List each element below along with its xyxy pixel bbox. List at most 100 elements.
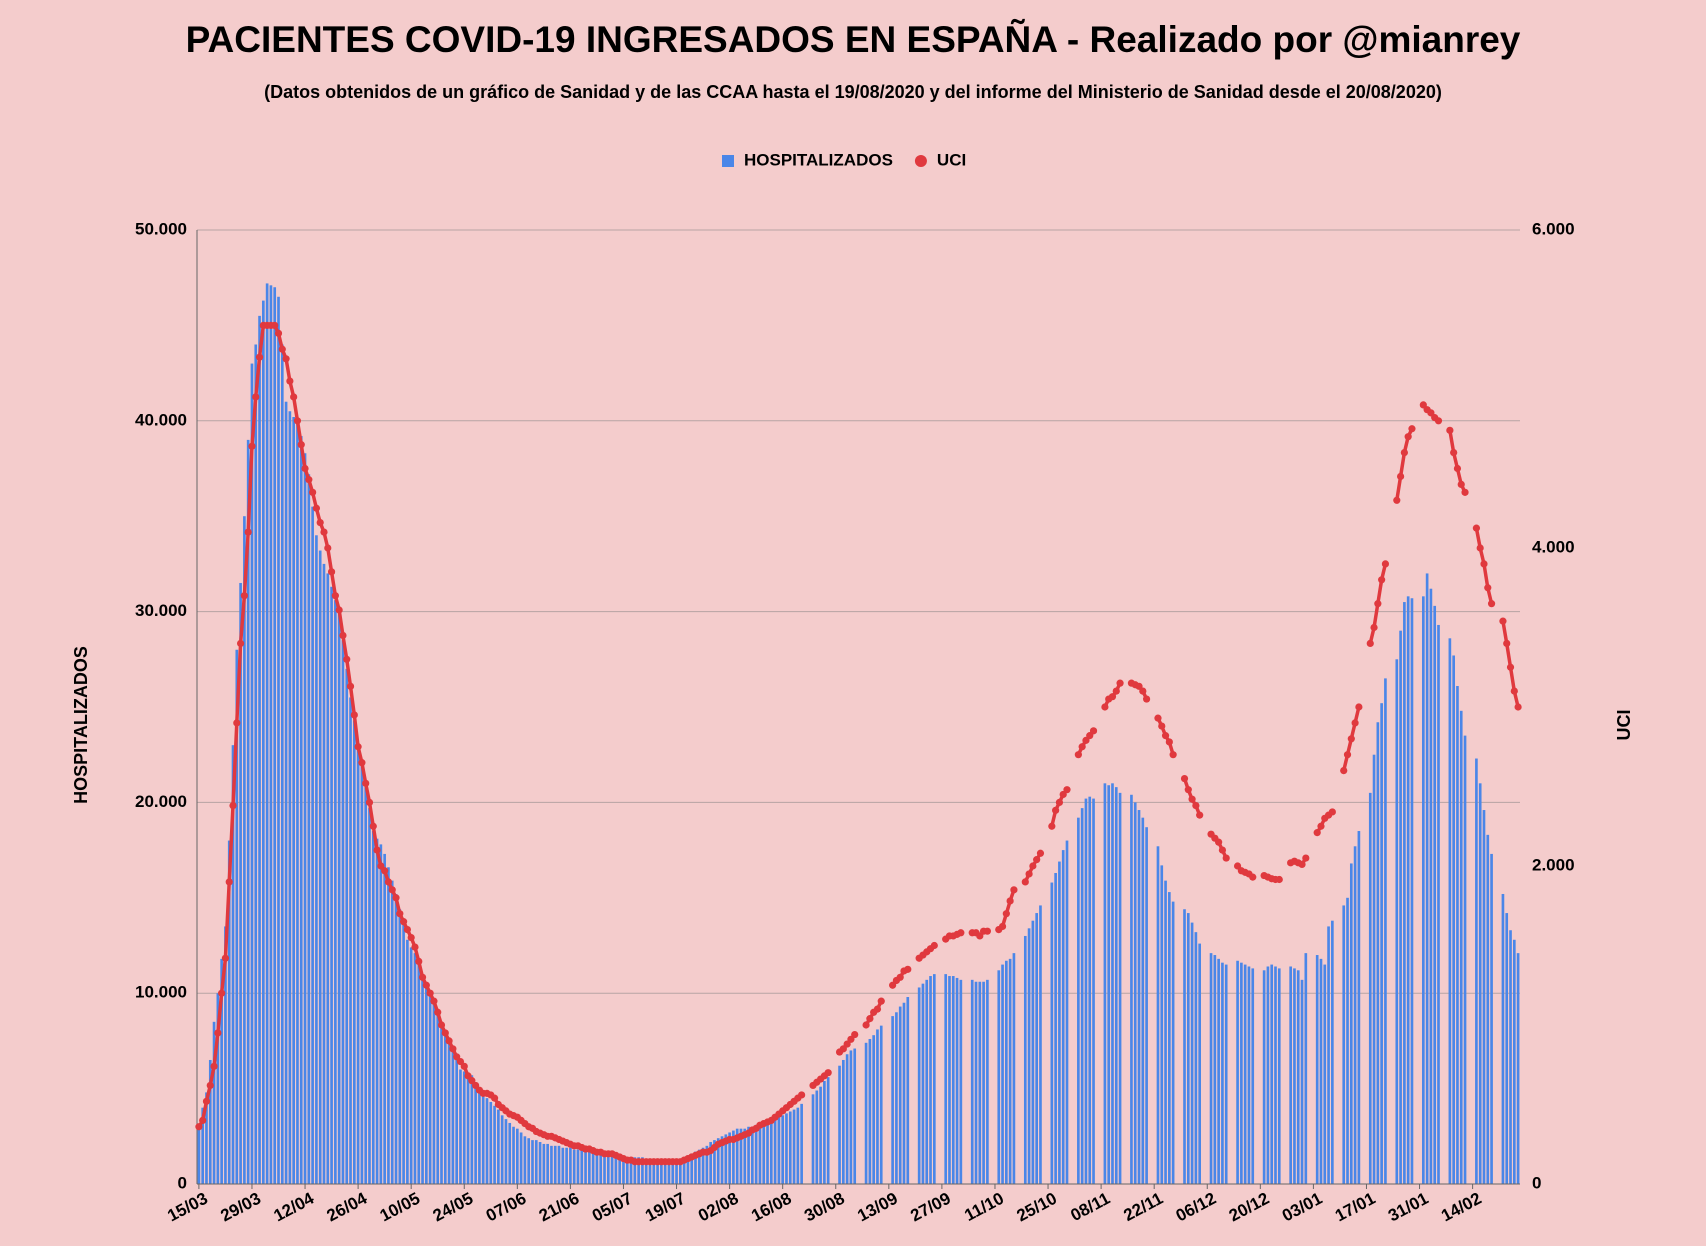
bar (766, 1122, 769, 1184)
uci-point (358, 759, 366, 767)
uci-point (441, 1029, 449, 1037)
bar (697, 1149, 701, 1184)
uci-point (1215, 838, 1223, 846)
uci-point (1078, 743, 1086, 751)
bar (1080, 808, 1084, 1184)
bar (254, 344, 258, 1185)
bar (1054, 872, 1057, 1184)
bar (1448, 638, 1452, 1184)
bar (660, 1159, 663, 1184)
bar (421, 976, 424, 1184)
bar (1512, 939, 1516, 1184)
bar (1380, 703, 1383, 1184)
bar (1198, 943, 1202, 1184)
bar (553, 1145, 557, 1184)
bar (284, 401, 288, 1185)
uci-point (388, 886, 396, 894)
bar (1130, 794, 1133, 1184)
bar (315, 535, 318, 1184)
bar (1437, 624, 1440, 1184)
bar (951, 976, 955, 1184)
uci-point (1112, 687, 1120, 695)
uci-point (350, 711, 358, 719)
bar (1399, 630, 1402, 1184)
uci-point (392, 894, 400, 902)
uci-point (221, 954, 230, 962)
bar (663, 1159, 667, 1184)
bar (644, 1159, 648, 1184)
bar (497, 1109, 500, 1184)
bar (1050, 882, 1054, 1184)
uci-point (998, 922, 1007, 931)
bar (709, 1142, 712, 1184)
bar (201, 1107, 205, 1184)
bar (603, 1153, 606, 1184)
bar (716, 1138, 720, 1184)
bar (917, 987, 921, 1184)
bar (800, 1103, 803, 1184)
bar (273, 287, 277, 1184)
bar (1289, 966, 1292, 1184)
uci-point (240, 592, 248, 600)
bar (292, 416, 295, 1184)
bar (398, 909, 402, 1184)
bar (823, 1080, 826, 1184)
uci-point (403, 926, 411, 934)
bar (1425, 573, 1429, 1184)
uci-point (1487, 600, 1496, 608)
bar (652, 1159, 656, 1184)
bar (262, 300, 265, 1184)
bar (944, 974, 948, 1184)
bar (762, 1122, 766, 1184)
bar (1209, 953, 1213, 1184)
uci-point (316, 518, 324, 527)
bar (1384, 678, 1387, 1184)
bar (1145, 827, 1148, 1184)
bar (330, 586, 333, 1184)
bar (534, 1140, 538, 1184)
bar (557, 1145, 561, 1184)
uci-point (1302, 854, 1310, 862)
bar (326, 573, 330, 1184)
uci-point (1222, 854, 1230, 862)
y2-tick-label: 6.000 (1532, 219, 1575, 238)
bar (978, 981, 982, 1184)
uci-point (1184, 786, 1192, 794)
bar (1058, 861, 1061, 1184)
bar (220, 958, 223, 1184)
bar (1031, 920, 1035, 1184)
uci-point (210, 1062, 218, 1070)
bar (1262, 970, 1266, 1184)
bar (785, 1113, 788, 1184)
bar (1107, 785, 1111, 1184)
uci-point (1461, 488, 1469, 496)
uci-point (1503, 639, 1511, 648)
bar (591, 1151, 595, 1184)
uci-point (1052, 806, 1060, 814)
bar (364, 787, 368, 1184)
uci-point (426, 989, 434, 997)
bar (356, 743, 360, 1184)
uci-point (1108, 693, 1117, 701)
bar (337, 611, 341, 1184)
uci-point (1010, 886, 1018, 894)
y-tick-label: 40.000 (135, 410, 187, 429)
bar (584, 1151, 587, 1184)
bar (1459, 710, 1463, 1184)
bar (599, 1153, 603, 1184)
bar (205, 1092, 208, 1184)
uci-point (202, 1097, 211, 1105)
uci-point (362, 779, 370, 787)
bar (747, 1126, 750, 1184)
bar (1277, 968, 1281, 1184)
bar (1247, 966, 1251, 1184)
bar (1236, 960, 1239, 1184)
uci-point (449, 1045, 457, 1053)
uci-point (301, 464, 309, 473)
uci-point (415, 957, 423, 966)
uci-point (1021, 878, 1029, 886)
uci-point (407, 933, 415, 942)
bar (307, 474, 311, 1184)
uci-point (1249, 873, 1257, 881)
uci-point (384, 878, 393, 886)
